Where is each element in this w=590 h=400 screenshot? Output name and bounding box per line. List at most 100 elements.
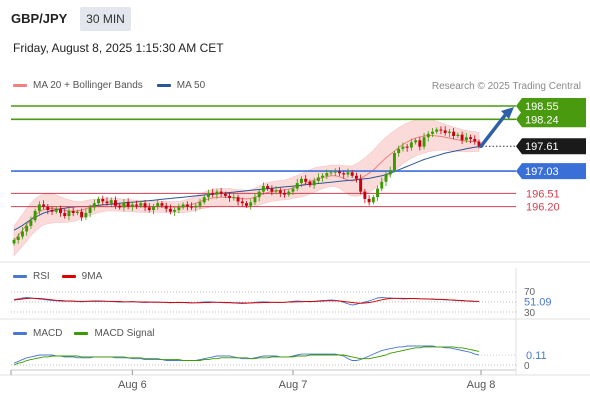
candle bbox=[92, 203, 96, 208]
candle bbox=[371, 197, 375, 203]
candle bbox=[342, 173, 346, 175]
ma50-legend-label: MA 50 bbox=[176, 80, 206, 91]
rsi-legend: RSI 9MA bbox=[13, 271, 102, 282]
candle bbox=[287, 191, 291, 195]
candle bbox=[422, 137, 426, 147]
ma20-line bbox=[13, 135, 480, 242]
ma20-swatch bbox=[13, 84, 27, 87]
candle bbox=[46, 206, 50, 211]
candle bbox=[59, 208, 62, 214]
candle bbox=[118, 205, 122, 208]
level-label: 196.51 bbox=[526, 188, 560, 200]
candle bbox=[173, 210, 177, 212]
level-label: 197.03 bbox=[525, 166, 559, 178]
datetime-label: Friday, August 8, 2025 1:15:30 AM CET bbox=[13, 41, 224, 55]
candle bbox=[97, 198, 101, 204]
candle bbox=[435, 129, 439, 132]
candle bbox=[384, 174, 388, 182]
candle bbox=[443, 130, 447, 133]
candle bbox=[249, 202, 253, 206]
forecast-arrow bbox=[479, 112, 508, 148]
candle bbox=[376, 188, 380, 198]
candle bbox=[177, 207, 181, 211]
candle bbox=[397, 148, 401, 154]
candle bbox=[50, 210, 54, 212]
candle bbox=[202, 197, 206, 203]
candle bbox=[409, 142, 413, 148]
candle bbox=[418, 140, 422, 147]
candle bbox=[33, 210, 37, 221]
candle bbox=[431, 131, 434, 134]
ma20-legend-label: MA 20 + Bollinger Bands bbox=[33, 80, 143, 91]
candle bbox=[168, 208, 172, 212]
macd-legend-label: MACD bbox=[33, 328, 63, 339]
timeframe-button[interactable]: 30 MIN bbox=[80, 7, 131, 31]
candle bbox=[84, 213, 88, 218]
candle bbox=[29, 220, 33, 226]
x-tick-label: Aug 6 bbox=[118, 379, 147, 391]
rsi-value-label: 51.09 bbox=[524, 296, 552, 308]
macd-swatch bbox=[13, 332, 27, 335]
candle bbox=[236, 197, 240, 202]
candle bbox=[325, 173, 329, 176]
candle bbox=[447, 131, 451, 133]
level-tag bbox=[516, 111, 586, 128]
candle bbox=[346, 172, 350, 175]
candle bbox=[37, 204, 41, 211]
candle bbox=[380, 181, 384, 189]
ma50-swatch bbox=[156, 84, 171, 87]
candle bbox=[109, 200, 113, 204]
candle bbox=[316, 177, 320, 181]
candle bbox=[219, 191, 223, 194]
candle bbox=[147, 207, 151, 211]
candle bbox=[16, 236, 20, 240]
candle bbox=[456, 134, 460, 136]
macd-line bbox=[13, 345, 480, 364]
candle bbox=[266, 186, 270, 189]
candle bbox=[160, 203, 164, 206]
research-credit: Research © 2025 Trading Central bbox=[431, 81, 581, 92]
candle bbox=[460, 134, 464, 141]
candle bbox=[63, 213, 67, 217]
forecast-arrow-head bbox=[501, 107, 514, 119]
candle bbox=[80, 211, 84, 218]
candle bbox=[126, 202, 130, 207]
macd-signal-line bbox=[13, 346, 480, 366]
candle bbox=[88, 207, 92, 214]
candle bbox=[363, 191, 367, 199]
candle bbox=[185, 204, 189, 207]
macd-legend: MACD MACD Signal bbox=[13, 328, 154, 339]
macd-signal-swatch bbox=[74, 332, 89, 335]
candle bbox=[274, 190, 278, 192]
candle bbox=[206, 192, 210, 198]
candle bbox=[473, 138, 477, 142]
candle bbox=[299, 178, 303, 184]
candle bbox=[228, 195, 232, 199]
candle bbox=[359, 178, 363, 192]
candle bbox=[143, 203, 147, 208]
macd-tick-label: 0 bbox=[524, 361, 530, 372]
candle bbox=[414, 140, 418, 143]
candle bbox=[426, 133, 430, 138]
candle bbox=[152, 206, 155, 211]
candle bbox=[135, 204, 139, 206]
level-label: 196.20 bbox=[526, 202, 560, 214]
candle bbox=[105, 201, 109, 204]
candle bbox=[464, 137, 468, 141]
candle bbox=[122, 202, 126, 208]
macd-signal-legend-label: MACD Signal bbox=[94, 328, 155, 339]
candle bbox=[101, 198, 105, 202]
candle bbox=[156, 203, 160, 207]
candle bbox=[338, 171, 341, 174]
rsi-tick-label: 70 bbox=[524, 287, 536, 298]
macd-value-label: 0.11 bbox=[526, 350, 547, 362]
candle bbox=[477, 141, 481, 147]
level-tag bbox=[516, 98, 586, 114]
rsi-swatch bbox=[13, 275, 27, 278]
candle bbox=[401, 146, 405, 149]
x-tick-label: Aug 8 bbox=[467, 379, 496, 391]
level-label: 198.24 bbox=[525, 114, 559, 126]
candle bbox=[71, 210, 75, 214]
candle bbox=[194, 205, 198, 208]
